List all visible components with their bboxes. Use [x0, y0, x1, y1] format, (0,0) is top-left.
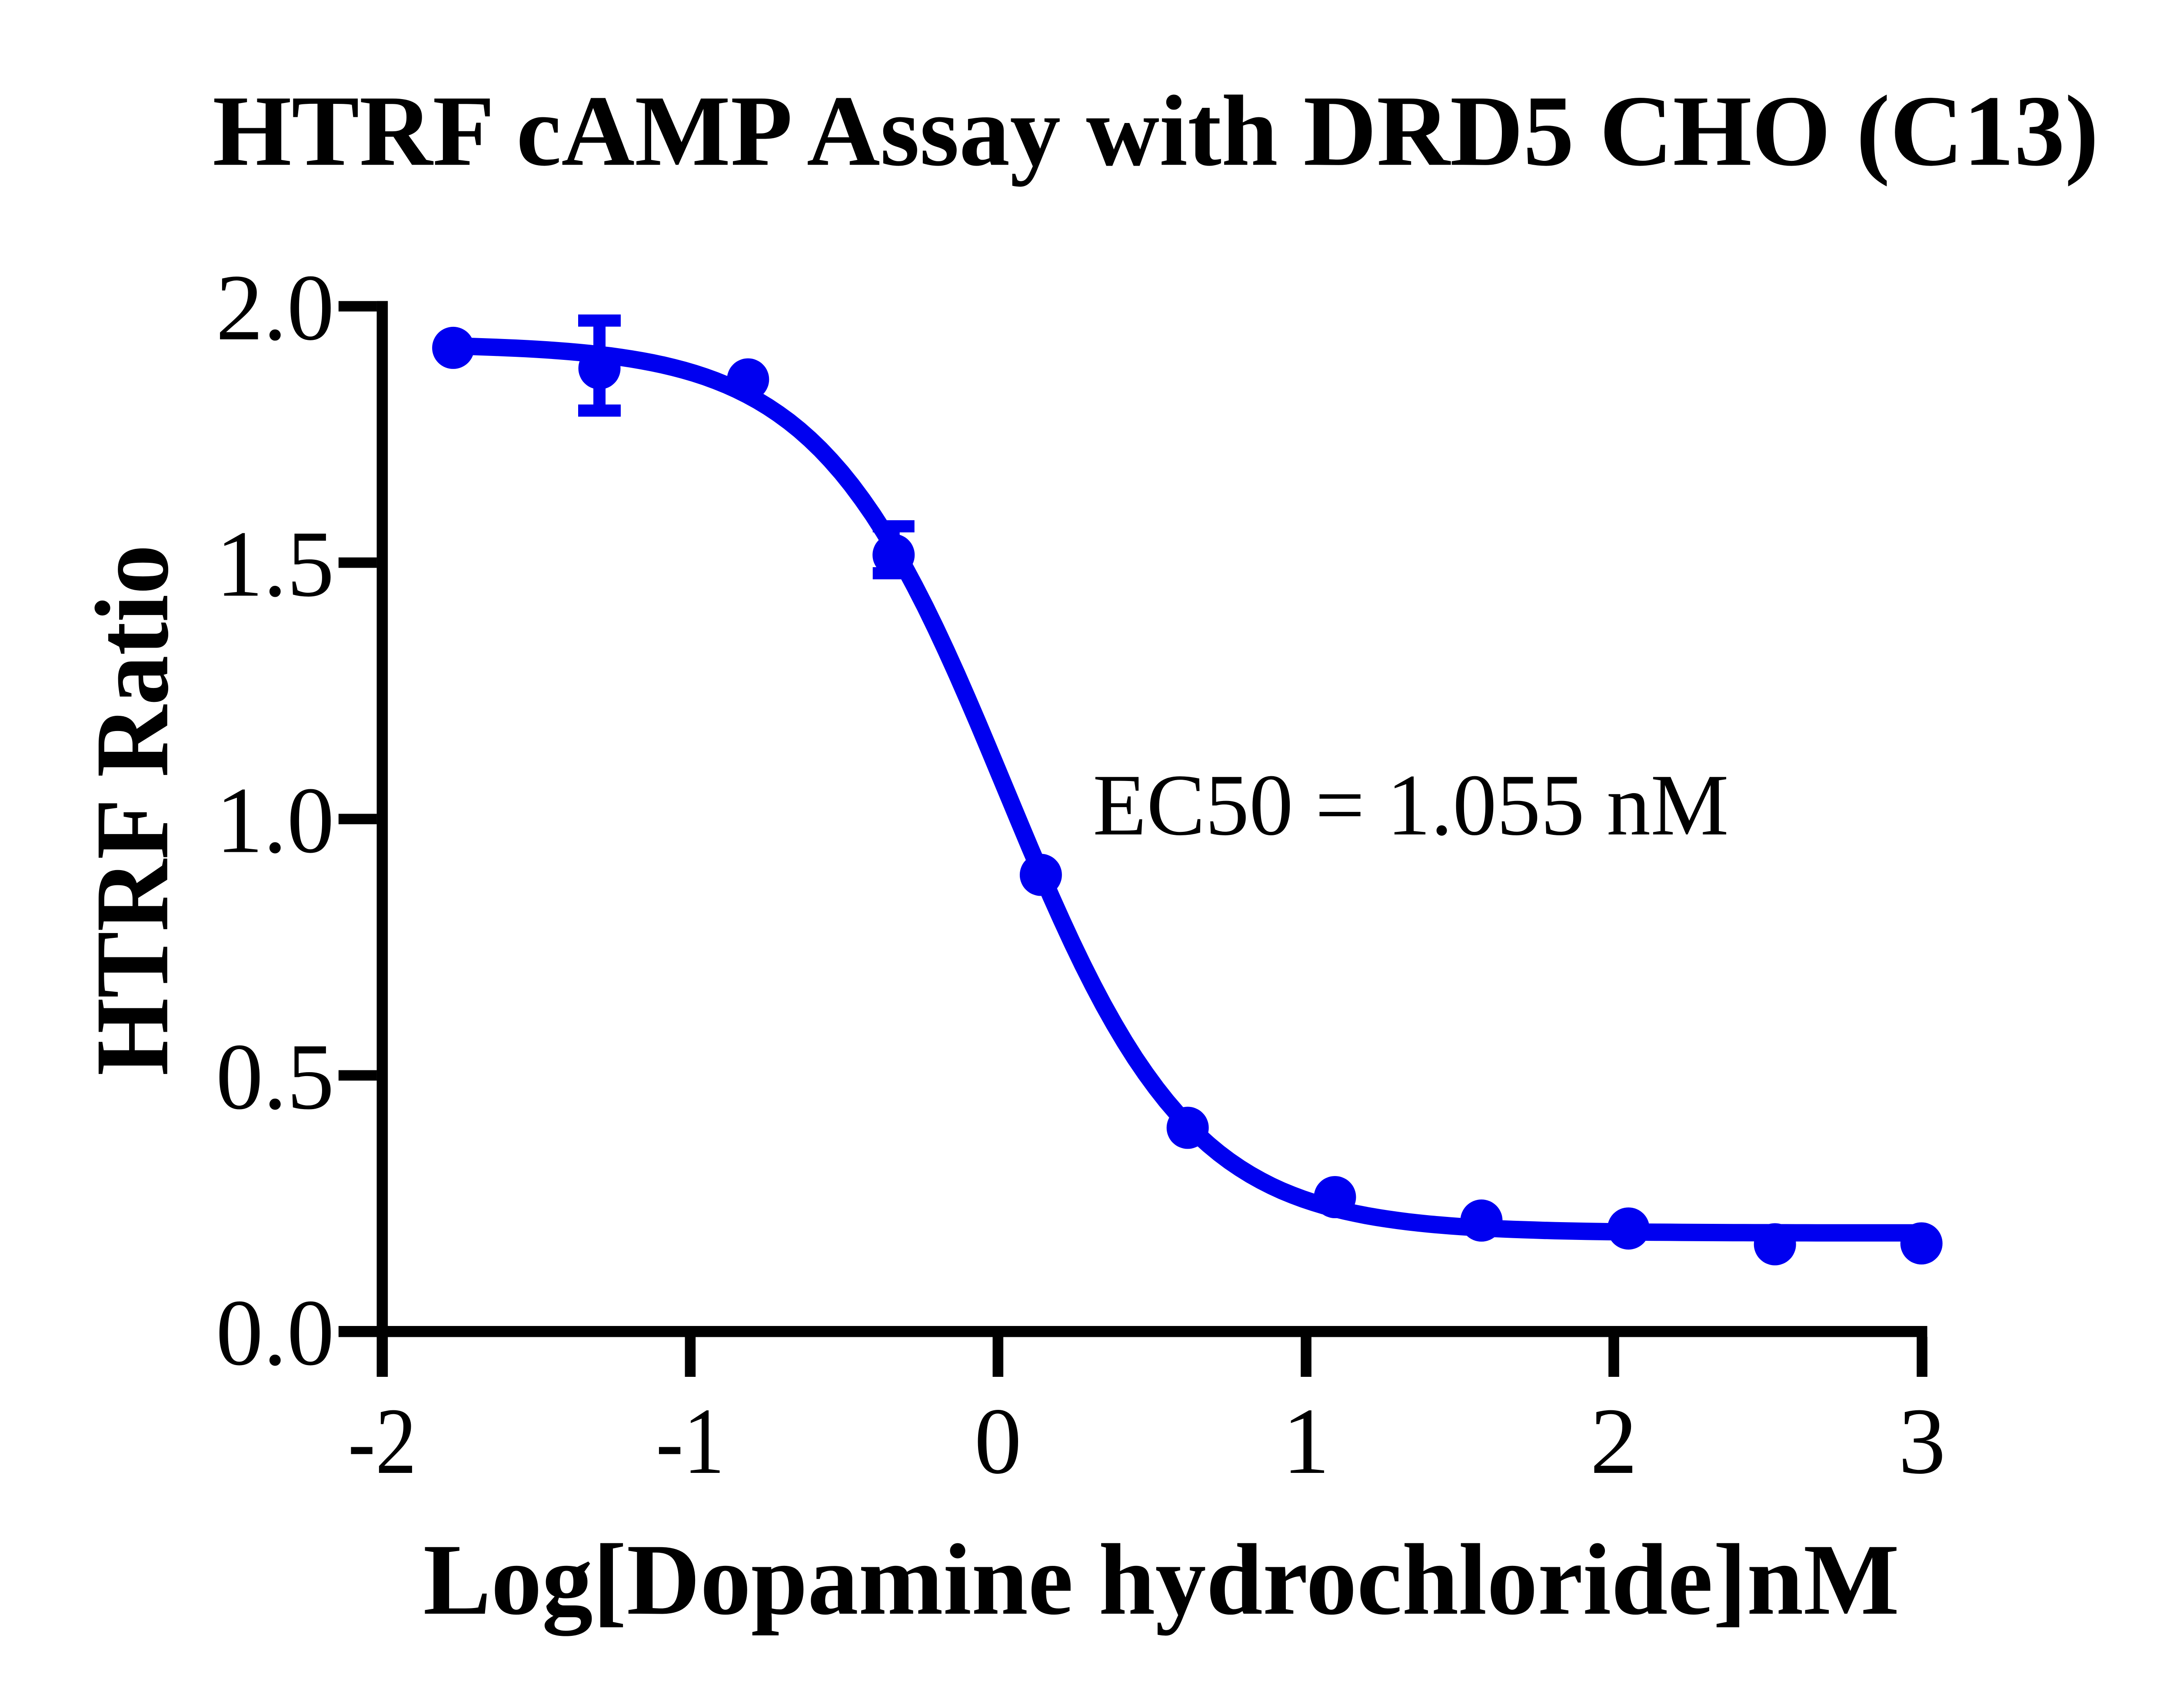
- svg-text:3: 3: [1898, 1389, 1946, 1494]
- svg-text:0: 0: [974, 1389, 1022, 1494]
- svg-text:-2: -2: [348, 1389, 416, 1494]
- svg-text:2: 2: [1590, 1389, 1637, 1494]
- svg-text:EC50 = 1.055 nM: EC50 = 1.055 nM: [1093, 756, 1729, 854]
- svg-text:0.0: 0.0: [216, 1281, 335, 1386]
- svg-text:Log[Dopamine hydrochloride]nM: Log[Dopamine hydrochloride]nM: [423, 1523, 1900, 1636]
- svg-text:HTRF cAMP Assay with DRD5 CHO: HTRF cAMP Assay with DRD5 CHO (C13): [213, 75, 2099, 187]
- svg-text:1.5: 1.5: [216, 512, 335, 617]
- svg-text:1.0: 1.0: [216, 768, 335, 873]
- svg-text:1: 1: [1282, 1389, 1330, 1494]
- svg-text:HTRF Ratio: HTRF Ratio: [74, 545, 190, 1076]
- svg-text:-1: -1: [656, 1389, 725, 1494]
- svg-text:2.0: 2.0: [216, 256, 335, 360]
- svg-text:0.5: 0.5: [216, 1024, 335, 1129]
